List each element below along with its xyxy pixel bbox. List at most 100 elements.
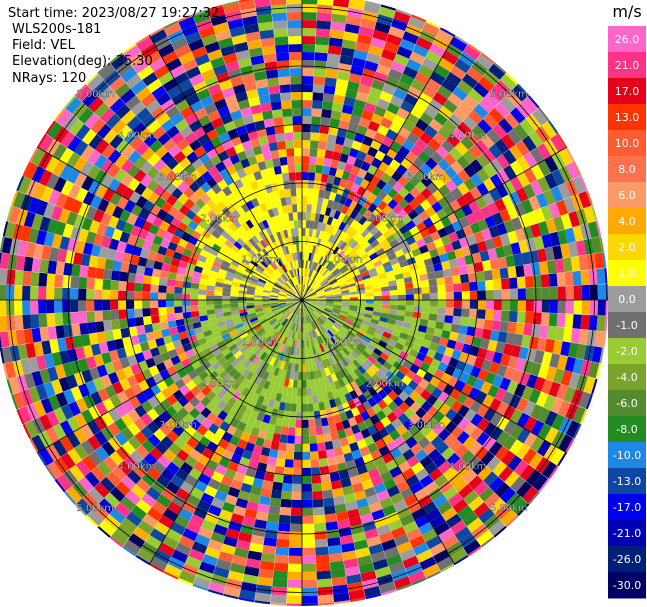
velocity-gate xyxy=(39,368,51,385)
velocity-gate xyxy=(358,237,368,247)
velocity-gate xyxy=(432,398,445,411)
velocity-gate xyxy=(269,365,277,375)
velocity-gate xyxy=(127,164,141,178)
velocity-gate xyxy=(408,329,418,337)
velocity-gate xyxy=(377,200,388,211)
velocity-gate xyxy=(150,307,159,316)
velocity-gate xyxy=(302,300,310,303)
velocity-gate xyxy=(394,249,405,258)
velocity-gate xyxy=(126,511,143,527)
velocity-gate xyxy=(404,340,414,349)
velocity-gate xyxy=(339,153,349,163)
velocity-gate xyxy=(328,464,339,474)
velocity-gate xyxy=(340,287,349,292)
velocity-gate xyxy=(294,307,299,315)
velocity-gate xyxy=(302,324,304,332)
velocity-gate xyxy=(414,99,429,112)
velocity-gate xyxy=(291,491,302,500)
velocity-gate xyxy=(269,415,278,426)
velocity-gate xyxy=(345,259,354,267)
velocity-gate xyxy=(181,215,192,226)
velocity-gate xyxy=(166,85,182,99)
velocity-gate xyxy=(142,308,151,317)
velocity-gate xyxy=(358,249,367,258)
velocity-gate xyxy=(40,397,54,414)
velocity-gate xyxy=(454,248,465,259)
velocity-gate xyxy=(77,202,90,217)
velocity-gate xyxy=(256,339,265,348)
velocity-gate xyxy=(22,300,31,315)
velocity-gate xyxy=(393,88,408,101)
velocity-gate xyxy=(379,225,389,235)
velocity-gate xyxy=(231,313,241,319)
velocity-gate xyxy=(432,423,445,436)
velocity-gate xyxy=(246,300,255,303)
velocity-gate xyxy=(317,302,326,305)
velocity-gate xyxy=(549,300,558,314)
velocity-gate xyxy=(251,197,260,208)
velocity-gate xyxy=(381,290,390,296)
velocity-gate xyxy=(389,121,402,134)
velocity-gate xyxy=(371,279,381,285)
velocity-gate xyxy=(316,291,325,295)
velocity-gate xyxy=(279,84,291,94)
velocity-gate xyxy=(77,228,89,242)
velocity-gate xyxy=(337,316,346,322)
velocity-gate xyxy=(371,373,382,384)
velocity-gate xyxy=(230,303,239,308)
velocity-gate xyxy=(533,300,542,313)
velocity-gate xyxy=(43,381,56,398)
velocity-gate xyxy=(526,374,538,389)
velocity-gate xyxy=(302,531,315,540)
velocity-gate xyxy=(522,486,539,504)
velocity-gate xyxy=(492,374,504,388)
velocity-gate xyxy=(111,119,127,135)
velocity-gate xyxy=(309,371,315,380)
velocity-gate xyxy=(355,246,365,255)
velocity-gate xyxy=(179,204,190,216)
velocity-gate xyxy=(242,449,253,460)
velocity-gate xyxy=(247,310,256,315)
velocity-gate xyxy=(198,370,209,381)
velocity-gate xyxy=(82,455,97,472)
velocity-gate xyxy=(281,308,289,314)
velocity-gate xyxy=(233,143,245,154)
velocity-gate xyxy=(302,292,304,300)
velocity-gate xyxy=(217,37,234,49)
velocity-gate xyxy=(270,302,279,305)
velocity-gate xyxy=(362,219,372,229)
velocity-gate xyxy=(339,312,348,318)
velocity-gate xyxy=(246,362,255,372)
velocity-gate xyxy=(145,99,161,114)
velocity-gate xyxy=(483,178,496,192)
velocity-gate xyxy=(222,403,233,415)
velocity-gate xyxy=(353,320,362,326)
velocity-gate xyxy=(496,184,509,199)
range-ring-label: 1.00km xyxy=(242,255,280,266)
velocity-gate xyxy=(338,360,346,370)
velocity-gate xyxy=(178,331,188,340)
velocity-gate xyxy=(334,258,342,266)
velocity-gate xyxy=(297,260,301,269)
velocity-gate xyxy=(259,495,271,506)
velocity-gate xyxy=(365,128,377,140)
velocity-gate xyxy=(150,292,159,300)
velocity-gate xyxy=(198,283,208,290)
velocity-gate xyxy=(132,58,150,74)
velocity-gate xyxy=(289,60,302,69)
velocity-gate xyxy=(94,278,104,290)
velocity-gate xyxy=(268,448,279,458)
velocity-gate xyxy=(184,474,198,488)
velocity-gate xyxy=(469,308,478,319)
velocity-gate xyxy=(153,260,163,271)
velocity-gate xyxy=(166,300,175,308)
velocity-gate xyxy=(326,391,335,401)
velocity-gate xyxy=(46,173,60,190)
velocity-gate xyxy=(376,98,390,110)
velocity-gate xyxy=(262,414,271,424)
velocity-gate xyxy=(254,120,266,130)
velocity-gate xyxy=(287,279,294,288)
velocity-gate xyxy=(322,351,328,360)
velocity-gate xyxy=(84,471,100,488)
velocity-gate xyxy=(240,431,251,442)
